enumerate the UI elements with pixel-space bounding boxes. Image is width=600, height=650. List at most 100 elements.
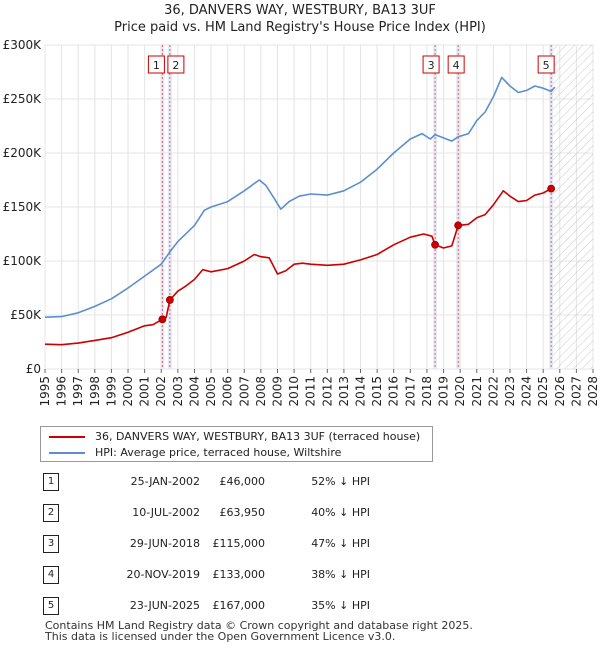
series-line-hpi (44, 76, 556, 318)
x-tick-label: 1997 (71, 376, 85, 407)
sale-dot (165, 296, 174, 304)
sale-label: 5 (537, 55, 555, 74)
x-tick-label: 2013 (337, 376, 351, 407)
sale-price: £63,950 (219, 506, 266, 519)
sale-label-box (447, 55, 465, 74)
sale-price: £46,000 (219, 475, 266, 488)
x-tick-label: 2004 (187, 376, 201, 407)
sale-dots (158, 184, 556, 324)
legend-label-property: 36, DANVERS WAY, WESTBURY, BA13 3UF (ter… (95, 430, 421, 443)
x-tick-label: 2009 (270, 376, 284, 407)
sale-number: 2 (43, 504, 59, 522)
legend-line-property (49, 436, 85, 438)
sale-label: 3 (422, 55, 440, 74)
x-tick-label: 2014 (354, 376, 368, 407)
x-tick-label: 2024 (520, 376, 534, 407)
chart-subtitle: Price paid vs. HM Land Registry's House … (114, 20, 486, 35)
sale-label-text: 2 (172, 59, 179, 72)
legend-line-hpi (49, 452, 85, 454)
y-tick-label: £0 (26, 362, 41, 376)
x-tick-label: 2015 (370, 376, 384, 407)
sale-dot (158, 315, 167, 324)
x-tick-label: 2023 (503, 376, 517, 407)
x-tick-label: 2006 (221, 376, 235, 407)
sale-date: 20-NOV-2019 (126, 568, 200, 581)
sale-date: 25-JAN-2002 (130, 475, 200, 488)
sale-row: 3 29-JUN-2018 £115,000 47% ↓ HPI (40, 535, 560, 555)
sale-number: 5 (43, 597, 59, 615)
sale-label: 2 (167, 55, 185, 74)
x-tick-label: 2022 (486, 376, 500, 407)
sale-date: 10-JUL-2002 (132, 506, 200, 519)
footer: Contains HM Land Registry data © Crown c… (45, 620, 473, 642)
sale-row: 2 10-JUL-2002 £63,950 40% ↓ HPI (40, 504, 560, 524)
x-tick-label: 2008 (254, 376, 268, 407)
x-axis-ticks: 1995 1996 1997 1998 1999 2000 2001 2002 2003 2004… (38, 369, 600, 407)
sale-price: £167,000 (212, 599, 266, 612)
x-tick-label: 2027 (569, 376, 583, 407)
sale-markers (160, 45, 554, 369)
y-tick-label: £200K (3, 146, 43, 160)
sale-label-text: 3 (428, 59, 435, 72)
sale-hpi-diff: 40% ↓ HPI (311, 506, 370, 519)
sale-number: 1 (43, 473, 59, 491)
chart-title: 36, DANVERS WAY, WESTBURY, BA13 3UF (164, 3, 436, 18)
y-axis-ticks: £0 £50K £100K £150K £200K £250K £300K (3, 38, 43, 376)
sale-label-box (147, 55, 165, 74)
x-tick-label: 2005 (204, 376, 218, 407)
sale-date: 23-JUN-2025 (129, 599, 200, 612)
x-tick-label: 2001 (138, 376, 152, 407)
x-tick-label: 2025 (536, 376, 550, 407)
forecast-region (551, 45, 593, 369)
y-tick-label: £300K (3, 38, 43, 52)
x-tick-label: 2017 (403, 376, 417, 407)
x-tick-label: 2003 (171, 376, 185, 407)
sale-hpi-diff: 47% ↓ HPI (311, 537, 370, 550)
x-tick-label: 2028 (586, 376, 600, 407)
sale-label: 4 (447, 55, 465, 74)
sale-number: 3 (43, 535, 59, 553)
x-tick-label: 2010 (287, 376, 301, 407)
x-tick-label: 2000 (121, 376, 135, 407)
sale-label-text: 4 (453, 59, 460, 72)
sale-label-box (537, 55, 555, 74)
x-tick-label: 2016 (387, 376, 401, 407)
x-tick-label: 2026 (553, 376, 567, 407)
sale-number: 4 (43, 566, 59, 584)
x-tick-label: 2007 (237, 376, 251, 407)
y-tick-label: £250K (3, 92, 43, 106)
x-tick-label: 1996 (55, 376, 69, 407)
sale-hpi-diff: 52% ↓ HPI (311, 475, 370, 488)
chart: 36, DANVERS WAY, WESTBURY, BA13 3UF Pric… (3, 3, 600, 407)
sale-row: 4 20-NOV-2019 £133,000 38% ↓ HPI (40, 566, 560, 586)
sale-dot (431, 240, 439, 249)
sale-label-box (422, 55, 440, 74)
sale-row: 1 25-JAN-2002 £46,000 52% ↓ HPI (40, 473, 560, 493)
sale-label-box (167, 55, 185, 74)
x-tick-label: 2012 (320, 376, 334, 407)
sale-label-text: 1 (153, 59, 160, 72)
x-tick-label: 2020 (453, 376, 467, 407)
x-tick-label: 1998 (88, 376, 102, 407)
y-tick-label: £100K (3, 254, 43, 268)
x-tick-label: 1995 (38, 376, 52, 407)
footer-copyright: Contains HM Land Registry data © Crown c… (45, 619, 473, 632)
x-tick-label: 2019 (437, 376, 451, 407)
x-tick-label: 2018 (420, 376, 434, 407)
sale-dot (454, 221, 463, 230)
x-tick-label: 1999 (104, 376, 118, 407)
sale-date: 29-JUN-2018 (129, 537, 200, 550)
x-tick-label: 2002 (154, 376, 168, 407)
sale-hpi-diff: 35% ↓ HPI (311, 599, 370, 612)
y-tick-label: £50K (10, 308, 42, 322)
y-tick-label: £150K (3, 200, 43, 214)
sale-row: 5 23-JUN-2025 £167,000 35% ↓ HPI (40, 597, 560, 617)
sale-label-text: 5 (543, 59, 550, 72)
sale-dot (547, 184, 556, 193)
legend: 36, DANVERS WAY, WESTBURY, BA13 3UF (ter… (40, 426, 433, 462)
sale-label: 1 (147, 55, 165, 74)
footer-licence: This data is licensed under the Open Gov… (45, 630, 396, 643)
legend-label-hpi: HPI: Average price, terraced house, Wilt… (95, 446, 342, 459)
sale-hpi-diff: 38% ↓ HPI (311, 568, 370, 581)
